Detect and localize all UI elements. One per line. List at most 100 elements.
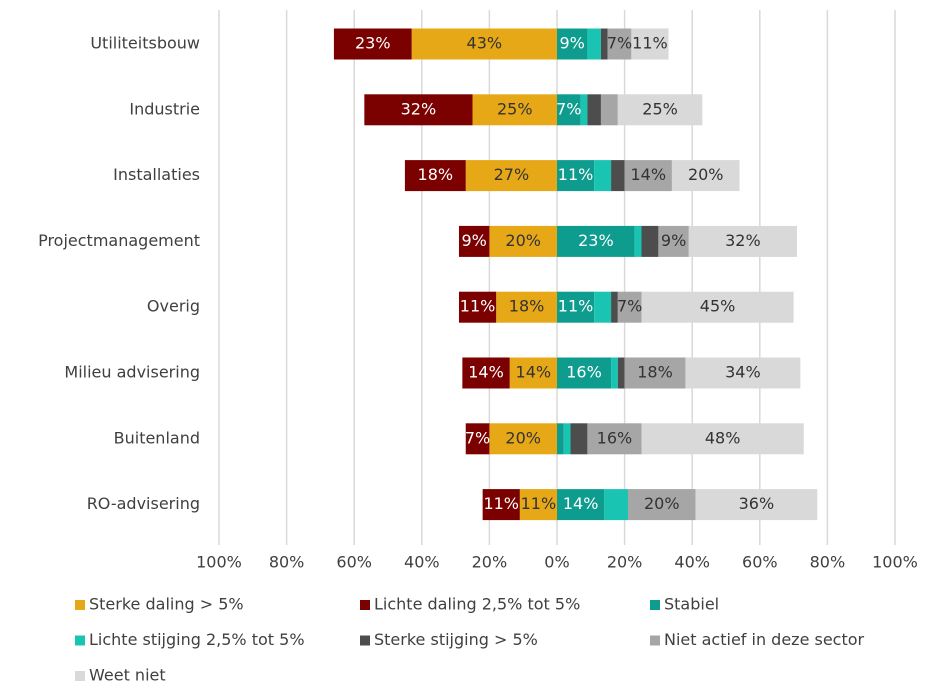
legend-label: Lichte daling 2,5% tot 5%	[374, 595, 580, 614]
legend-swatch	[360, 600, 370, 610]
legend-label: Weet niet	[89, 666, 166, 685]
y-tick-label: Overig	[147, 297, 200, 316]
bar-segment	[600, 28, 608, 60]
bar-segment	[611, 160, 625, 192]
data-label: 11%	[521, 494, 557, 513]
bar-segment	[617, 357, 625, 389]
data-label: 7%	[556, 99, 581, 118]
bar-segment	[587, 423, 642, 455]
data-label: 20%	[505, 231, 541, 250]
bar-segment	[458, 225, 490, 257]
bar-segment	[557, 28, 588, 60]
legend-label: Lichte stijging 2,5% tot 5%	[89, 630, 305, 649]
data-label: 23%	[355, 34, 391, 53]
legend-swatch	[650, 635, 660, 646]
bar-segment	[411, 28, 557, 60]
data-label: 20%	[505, 428, 541, 447]
bar-segment	[557, 291, 595, 323]
data-label: 11%	[558, 165, 594, 184]
x-tick-label: 60%	[336, 553, 372, 572]
y-tick-label: RO-advisering	[87, 494, 200, 513]
data-label: 11%	[558, 297, 594, 316]
data-label: 32%	[401, 99, 437, 118]
data-label: 18%	[509, 297, 545, 316]
x-tick-label: 40%	[674, 553, 710, 572]
bar-segment	[557, 94, 581, 126]
bar-segment	[333, 28, 412, 60]
bar-segment	[594, 291, 612, 323]
data-label: 25%	[497, 99, 533, 118]
bar-segment	[611, 291, 618, 323]
bar-segment	[462, 357, 510, 389]
bar-segment	[627, 489, 696, 521]
bar-segment	[611, 357, 618, 389]
data-label: 36%	[739, 494, 775, 513]
x-tick-label: 60%	[742, 553, 778, 572]
y-tick-label: Industrie	[129, 99, 200, 118]
data-label: 48%	[705, 428, 741, 447]
data-label: 11%	[460, 297, 496, 316]
bar-segment	[617, 94, 703, 126]
legend-swatch	[75, 635, 85, 646]
y-tick-label: Buitenland	[114, 428, 200, 447]
bar-segment	[404, 160, 466, 192]
x-tick-label: 80%	[269, 553, 305, 572]
data-label: 18%	[637, 363, 673, 382]
bar-segment	[634, 225, 642, 257]
data-label: 14%	[516, 363, 552, 382]
bar-segment	[624, 160, 672, 192]
bar-segment	[509, 357, 557, 389]
bar-segment	[557, 357, 612, 389]
bar-segment	[604, 489, 628, 521]
bar-segment	[587, 28, 601, 60]
bar-segment	[557, 489, 605, 521]
data-label: 34%	[725, 363, 761, 382]
bar-segment	[641, 225, 659, 257]
data-label: 9%	[461, 231, 486, 250]
bar-segment	[465, 160, 557, 192]
bar-segment	[496, 291, 557, 323]
bar-segment	[695, 489, 818, 521]
data-label: 11%	[632, 34, 668, 53]
bar-segment	[617, 291, 642, 323]
bar-segment	[580, 94, 588, 126]
legend-swatch	[650, 600, 660, 610]
bar-segment	[594, 160, 612, 192]
data-label: 9%	[661, 231, 686, 250]
bar-segment	[557, 225, 635, 257]
bar-segment	[458, 291, 497, 323]
bar-segment	[570, 423, 588, 455]
bar-segment	[688, 225, 797, 257]
data-label: 32%	[725, 231, 761, 250]
data-label: 18%	[418, 165, 454, 184]
bar-segment	[624, 357, 686, 389]
bar-segment	[641, 423, 804, 455]
x-tick-label: 100%	[196, 553, 242, 572]
legend-label: Niet actief in deze sector	[664, 630, 865, 649]
bar-segment	[587, 94, 601, 126]
bar-segment	[607, 28, 632, 60]
y-tick-label: Utiliteitsbouw	[90, 34, 200, 53]
data-label: 14%	[630, 165, 666, 184]
x-tick-label: 20%	[472, 553, 508, 572]
data-label: 14%	[468, 363, 504, 382]
bar-segment	[364, 94, 473, 126]
legend-swatch	[75, 600, 85, 610]
data-label: 16%	[597, 428, 633, 447]
bar-segment	[631, 28, 669, 60]
legend-label: Sterke stijging > 5%	[374, 630, 538, 649]
x-tick-label: 40%	[404, 553, 440, 572]
bar-segment	[557, 160, 595, 192]
data-label: 27%	[494, 165, 530, 184]
data-label: 20%	[688, 165, 724, 184]
legend-label: Stabiel	[664, 595, 719, 614]
bar-segment	[489, 225, 557, 257]
data-label: 7%	[607, 34, 632, 53]
bar-segment	[472, 94, 557, 126]
data-label: 25%	[642, 99, 678, 118]
data-label: 7%	[465, 428, 490, 447]
data-label: 43%	[467, 34, 503, 53]
x-tick-label: 0%	[544, 553, 569, 572]
data-label: 9%	[560, 34, 585, 53]
